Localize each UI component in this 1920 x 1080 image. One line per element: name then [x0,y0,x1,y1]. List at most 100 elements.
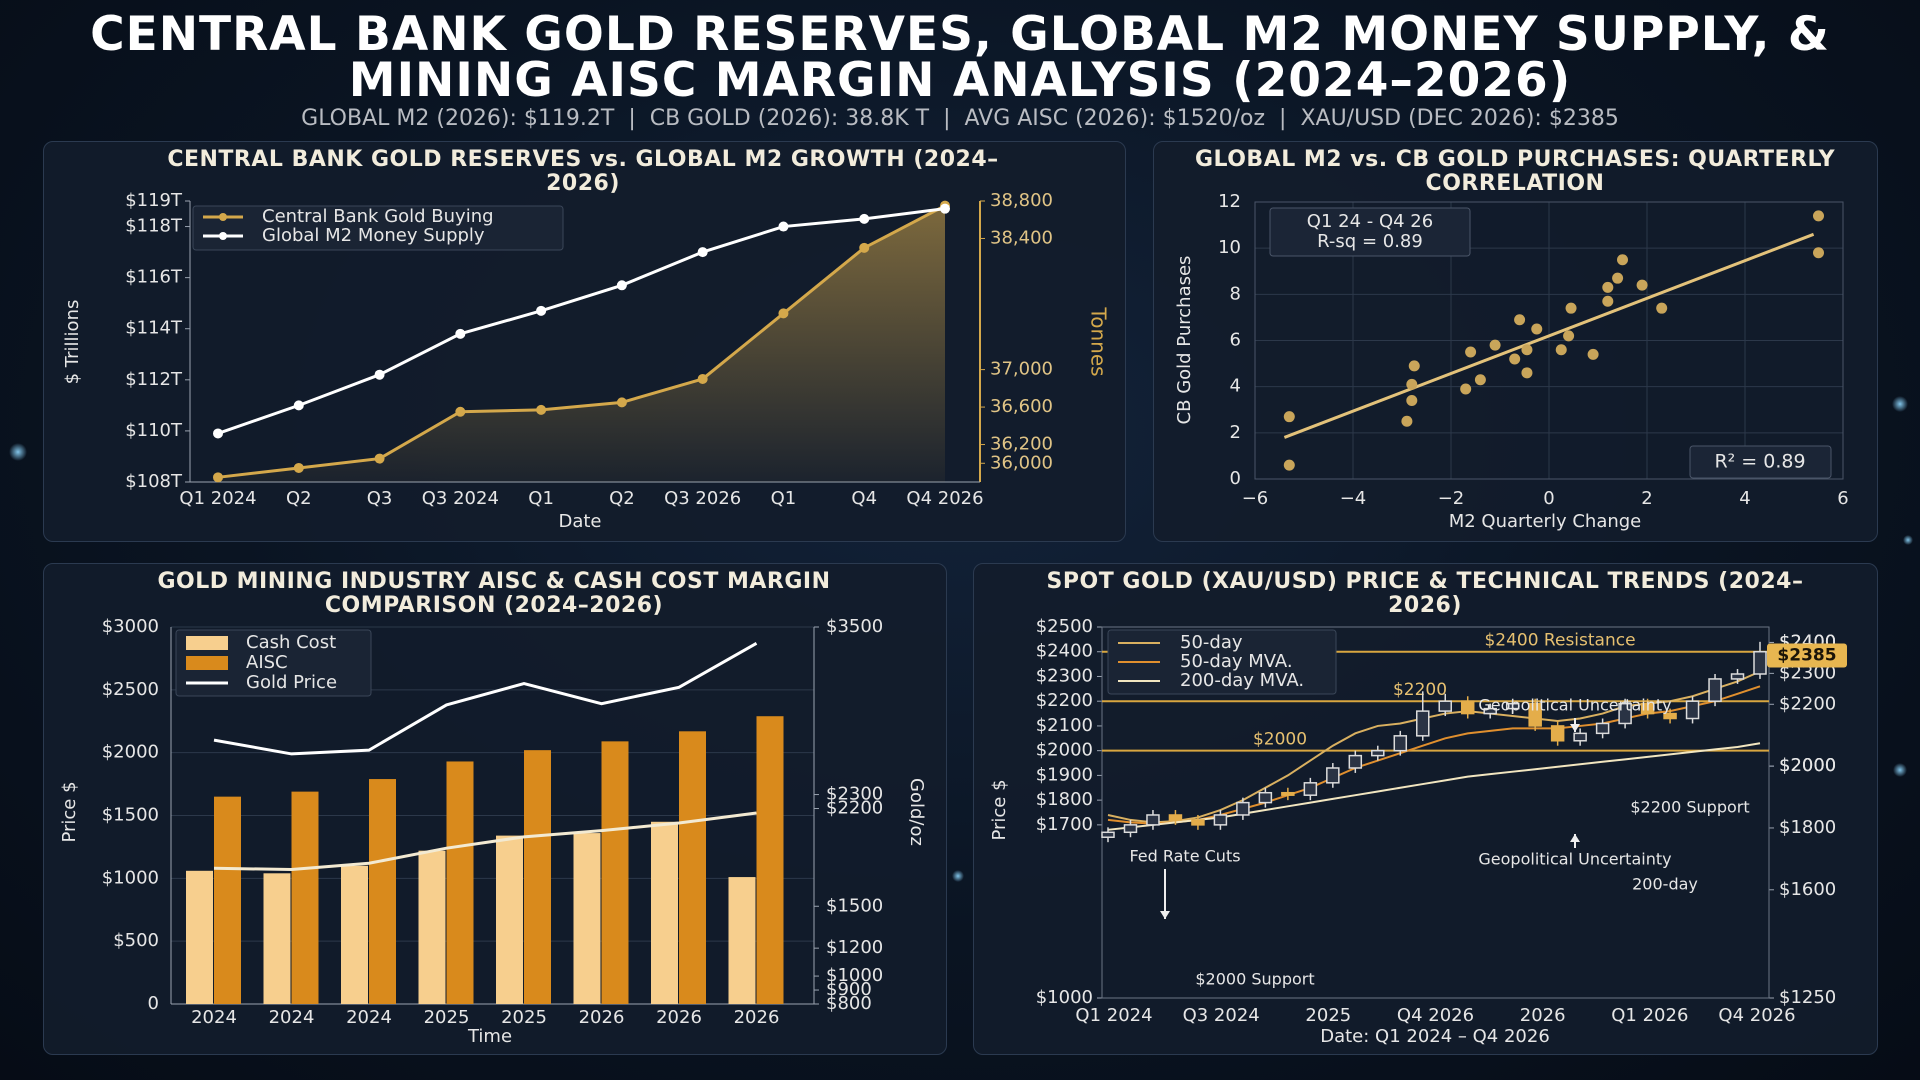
x-tick-label: Q3 2024 [1183,1005,1260,1026]
point [1408,360,1420,372]
annotation: 200-day [1632,875,1698,894]
point [1465,346,1477,358]
point [859,242,870,253]
y2-tick-label: 36,200 [990,434,1053,455]
series-line [1107,742,1761,831]
y-tick-label: $2200 [1036,690,1093,711]
point [1474,374,1486,386]
candle-body [1191,819,1205,826]
candle-body [1258,791,1273,804]
y-tick-label: $2500 [1036,616,1093,637]
point [1406,395,1418,407]
bar [524,750,551,1004]
candle-body [1438,700,1452,712]
x-tick-label: 2024 [269,1007,315,1028]
y-tick-label: $118T [125,216,183,237]
annotation: R-sq = 0.89 [1317,231,1423,252]
x-tick-label: Q1 [528,488,554,509]
x-tick-label: 2025 [424,1007,470,1028]
bar [263,873,291,1004]
y2-tick-label: 38,400 [990,227,1053,248]
point [1460,383,1472,395]
legend-label: Gold Price [246,672,337,693]
glow [1893,763,1907,777]
y2-tick-label: $2200 [826,798,883,819]
panel-title: CENTRAL BANK GOLD RESERVES vs. GLOBAL M2… [167,147,999,196]
annotation: Geopolitical Uncertainty [1478,696,1671,715]
candle-body [1348,754,1363,769]
y-tick-label: $3000 [102,616,159,637]
candle-body [1146,814,1160,826]
bar [679,731,706,1004]
point [1401,415,1413,427]
bar [291,791,319,1004]
y2-tick-label: $2200 [1779,693,1836,714]
y-tick-label: $2100 [1036,715,1093,736]
y2-tick-label: $2300 [1779,662,1836,683]
x-tick-label: Q4 2026 [906,488,983,509]
x-tick-label: Q3 2024 [422,488,499,509]
candle-body [1663,712,1677,720]
point [1563,330,1575,342]
y2-axis-label: Gold/oz [906,778,927,846]
point [1617,254,1628,266]
point [293,462,304,473]
x-tick-label: 2024 [346,1007,392,1028]
candle-body [1573,732,1587,742]
y2-tick-label: $2000 [1779,755,1836,776]
reference-label: $2200 [1393,680,1447,700]
x-tick-label: Q2 [609,488,635,509]
y-tick-label: 0 [1230,468,1241,489]
y2-tick-label: $1200 [826,937,883,958]
y-tick-label: $1800 [1036,789,1093,810]
y-tick-label: $2000 [102,742,159,763]
point [778,308,789,319]
y-tick-label: $1900 [1036,764,1093,785]
y-tick-label: $119T [125,190,183,211]
y-tick-label: 6 [1230,330,1241,351]
y-axis-label: CB Gold Purchases [1174,256,1195,425]
x-tick-label: 2026 [1520,1005,1566,1026]
y2-tick-label: 38,800 [990,190,1053,211]
legend-label: Cash Cost [246,632,336,653]
bar [418,850,446,1004]
candle-body [1303,782,1318,796]
reference-label: $2000 [1253,730,1307,750]
trend-line [1283,232,1815,439]
annotation: $2200 Support [1630,798,1749,817]
point [536,305,547,316]
y2-tick-label: $2300 [826,784,883,805]
y-tick-label: 12 [1218,191,1241,212]
y2-tick-label: 36,600 [990,396,1053,417]
series-line [213,811,757,872]
candle-body [1168,814,1183,821]
price-badge-label: $2385 [1777,645,1836,665]
candle-body [1640,702,1655,715]
x-axis-label: Date [558,511,601,532]
glow [1892,396,1908,412]
point [616,397,627,408]
candle-body [1708,678,1722,702]
point [293,400,304,411]
point [374,453,385,464]
panel-title: SPOT GOLD (XAU/USD) PRICE & TECHNICAL TR… [1046,569,1804,618]
candle-body [1685,700,1700,720]
candle-body [1281,791,1295,796]
point [1602,295,1614,307]
y-axis-label: $ Trillions [62,300,83,385]
panel-title: GOLD MINING INDUSTRY AISC & CASH COST MA… [157,569,831,618]
x-tick-label: Q4 2026 [1397,1005,1474,1026]
y2-tick-label: 36,000 [990,452,1053,473]
annotation: $2000 Support [1195,970,1314,989]
candle-body [1528,702,1542,727]
panel-title: GLOBAL M2 vs. CB GOLD PURCHASES: QUARTER… [1194,147,1836,196]
arrow-head [1570,834,1580,842]
x-tick-label: Q1 2024 [1075,1005,1152,1026]
candle-body [1326,767,1340,784]
candle-body [1730,673,1745,680]
candle-body [1236,801,1250,816]
x-tick-label: 2025 [501,1007,547,1028]
legend-swatch [186,656,228,670]
